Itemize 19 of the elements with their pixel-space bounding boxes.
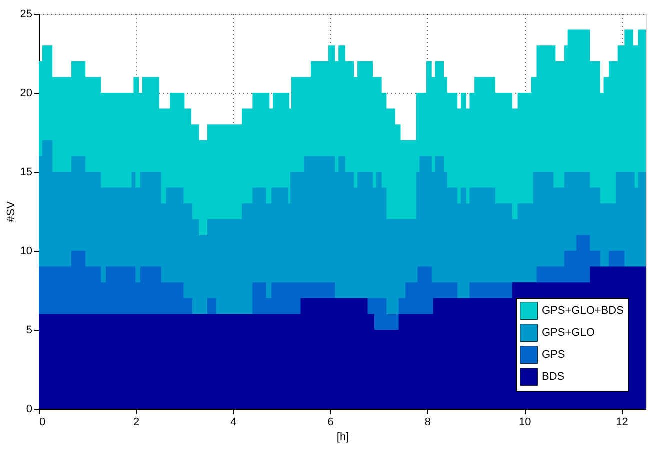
y-tick-label: 15	[20, 166, 32, 178]
x-axis-title: [h]	[336, 432, 350, 444]
x-tick-label: 4	[230, 416, 237, 428]
y-tick-label: 25	[20, 8, 32, 20]
legend-label: GPS+GLO	[542, 327, 596, 339]
x-tick-label: 10	[518, 416, 532, 428]
series-label: GPS+GLO+BDS	[542, 305, 624, 317]
x-tick-label: 8	[424, 416, 432, 428]
y-tick-label: 10	[20, 246, 32, 258]
x-tick-label: 0	[40, 416, 46, 428]
x-tick-label: 6	[328, 416, 334, 428]
legend-label: GPS	[542, 349, 566, 361]
legend-label: BDS	[542, 371, 565, 383]
y-axis-title: #SV	[5, 200, 18, 222]
y-tick-label: 0	[26, 404, 32, 416]
x-tick-label: 12	[616, 416, 628, 428]
y-tick-label: 20	[20, 88, 32, 100]
y-tick-label: 5	[26, 324, 32, 336]
x-tick-label: 2	[134, 416, 140, 428]
